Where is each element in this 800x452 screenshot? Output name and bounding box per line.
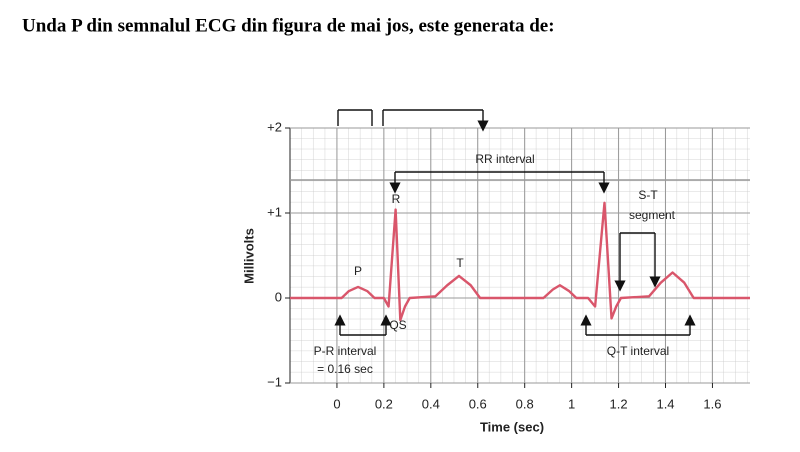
annotation: S-T	[638, 188, 658, 202]
x-tick-label: 1.4	[656, 396, 674, 411]
x-tick-label: 0.4	[422, 396, 440, 411]
x-tick-label: 1.2	[610, 396, 628, 411]
x-tick-label: 0.2	[375, 396, 393, 411]
x-tick-label: 1.6	[703, 396, 721, 411]
brackets	[334, 109, 696, 336]
x-axis-label: Time (sec)	[480, 419, 544, 434]
annotation: P-R interval	[314, 344, 377, 358]
y-tick-label: −1	[267, 374, 282, 389]
question: Unda P din semnalul ECG din figura de ma…	[22, 15, 555, 36]
x-tick-label: 1	[568, 396, 575, 411]
x-tick-label: 0.6	[469, 396, 487, 411]
y-tick-label: +2	[267, 119, 282, 134]
y-tick-label: +1	[267, 204, 282, 219]
x-tick-label: 0	[333, 396, 340, 411]
annotation: Q-T interval	[607, 344, 669, 358]
annotation: T	[456, 256, 464, 270]
annotations: R P T QS RR interval S-T segment P-R int…	[314, 152, 676, 376]
top-arrows	[337, 110, 483, 126]
annotation: RR interval	[475, 152, 534, 166]
annotation: P	[354, 264, 362, 278]
annotation: segment	[629, 208, 676, 222]
x-tick-label: 0.8	[516, 396, 534, 411]
annotation: = 0.16 sec	[317, 362, 373, 376]
ecg-figure	[285, 127, 750, 388]
y-tick-label: 0	[275, 289, 282, 304]
annotation: R	[392, 192, 401, 206]
y-axis-label: Millivolts	[241, 228, 256, 284]
ecg-trace	[290, 201, 750, 322]
annotation: QS	[389, 318, 406, 332]
grid-background	[290, 128, 750, 383]
